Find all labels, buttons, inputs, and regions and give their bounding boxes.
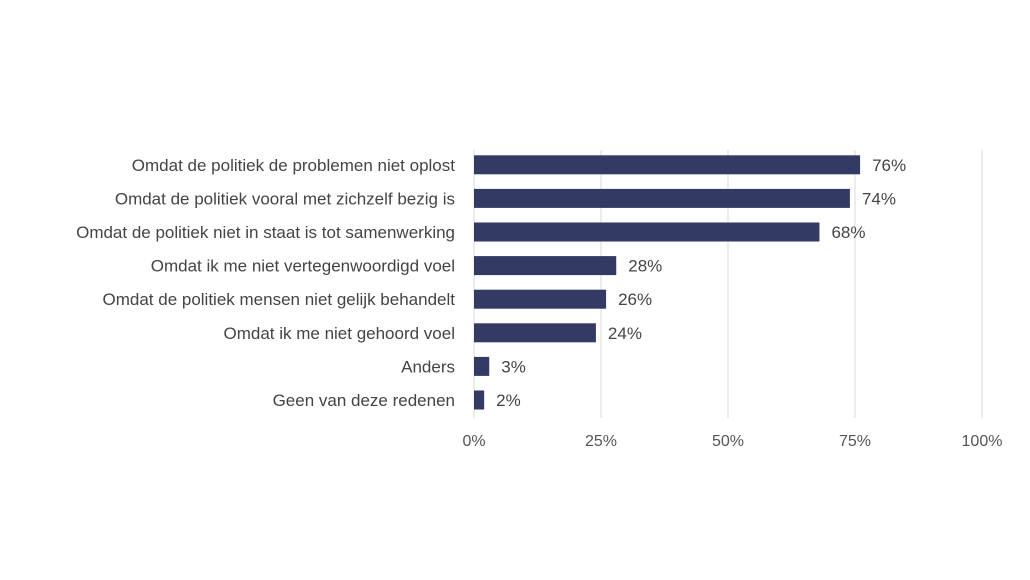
x-tick-label: 0%: [462, 433, 485, 450]
bars: [474, 155, 861, 410]
data-label: 68%: [831, 223, 865, 242]
bar: [474, 323, 596, 343]
data-label: 74%: [862, 189, 896, 208]
bar: [474, 222, 820, 242]
bar: [474, 390, 485, 410]
category-label: Omdat ik me niet vertegenwoordigd voel: [151, 257, 455, 276]
data-label: 76%: [872, 156, 906, 175]
data-label: 24%: [608, 324, 642, 343]
x-tick-label: 75%: [839, 433, 871, 450]
category-label: Omdat de politiek niet in staat is tot s…: [76, 223, 455, 242]
bar: [474, 256, 617, 276]
bar: [474, 155, 861, 175]
bar: [474, 289, 607, 309]
x-tick-label: 25%: [585, 433, 617, 450]
x-tick-label: 50%: [712, 433, 744, 450]
bar: [474, 356, 490, 376]
category-label: Omdat ik me niet gehoord voel: [223, 324, 455, 343]
x-axis-tick-labels: 0% 25% 50% 75% 100%: [462, 433, 1002, 450]
value-labels: 76% 74% 68% 28% 26% 24% 3% 2%: [496, 156, 906, 410]
category-label: Omdat de politiek de problemen niet oplo…: [132, 156, 455, 175]
data-label: 2%: [496, 391, 521, 410]
category-label: Omdat de politiek mensen niet gelijk beh…: [103, 290, 456, 309]
category-label: Omdat de politiek vooral met zichzelf be…: [115, 189, 455, 208]
data-label: 3%: [501, 357, 526, 376]
data-label: 26%: [618, 290, 652, 309]
x-tick-label: 100%: [962, 433, 1003, 450]
category-label: Geen van deze redenen: [273, 391, 455, 410]
bar: [474, 188, 850, 208]
category-label: Anders: [401, 357, 455, 376]
data-label: 28%: [628, 257, 662, 276]
category-labels: Omdat de politiek de problemen niet oplo…: [76, 156, 455, 410]
